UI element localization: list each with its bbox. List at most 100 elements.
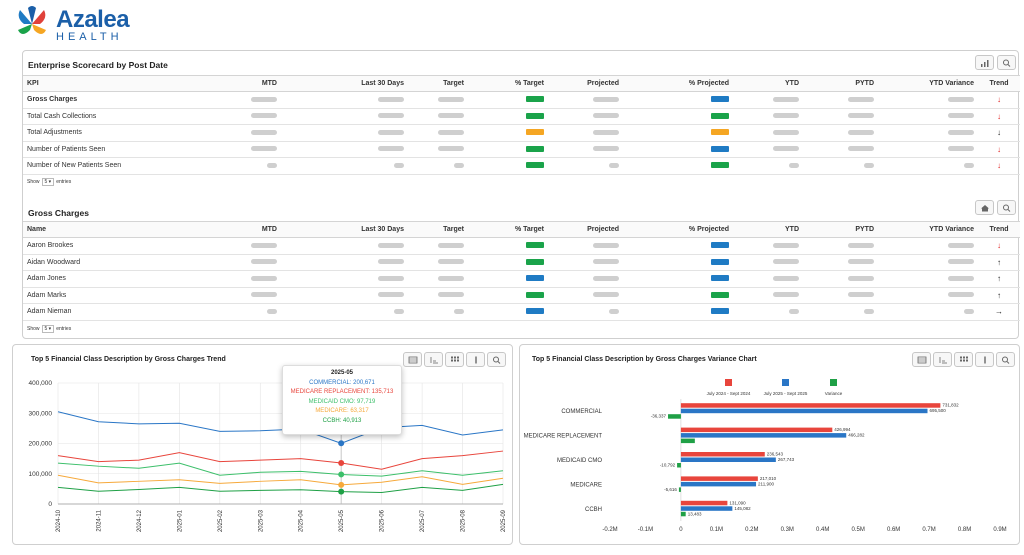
grid-view-button[interactable] bbox=[954, 352, 973, 367]
col-pytd[interactable]: PYTD bbox=[803, 221, 878, 238]
series-line[interactable] bbox=[57, 411, 504, 444]
azalea-health-logo[interactable]: Azalea HEALTH bbox=[12, 4, 132, 44]
masked-value bbox=[438, 242, 464, 248]
table-view-button[interactable] bbox=[912, 352, 931, 367]
masked-value bbox=[773, 113, 799, 119]
col-trend[interactable]: Trend bbox=[978, 221, 1020, 238]
col-mtd[interactable]: MTD bbox=[143, 75, 283, 92]
col-pct-projected[interactable]: % Projected bbox=[623, 75, 733, 92]
hover-point[interactable] bbox=[338, 459, 345, 466]
col-projected[interactable]: Projected bbox=[548, 221, 623, 238]
y-tick-label: 0 bbox=[48, 501, 52, 508]
table-row[interactable]: Adam Marks ↑ bbox=[23, 287, 1020, 304]
bar[interactable] bbox=[668, 414, 681, 419]
page-length-select[interactable]: 5 ▾ bbox=[41, 325, 55, 333]
table-row[interactable]: Gross Charges ↓ bbox=[23, 91, 1020, 109]
legend-label: July 2024 - Sept 2024 bbox=[707, 391, 751, 396]
masked-value bbox=[848, 275, 874, 281]
table-row[interactable]: Adam Jones ↑ bbox=[23, 270, 1020, 288]
x-tick-label: 2025-07 bbox=[420, 509, 426, 532]
bar-value-label: -5,616 bbox=[664, 487, 677, 492]
bar[interactable] bbox=[680, 452, 765, 457]
col-pct-target[interactable]: % Target bbox=[468, 75, 548, 92]
series-line[interactable] bbox=[57, 462, 504, 477]
hover-point[interactable] bbox=[338, 471, 345, 478]
x-tick-label: 0.2M bbox=[745, 527, 758, 533]
series-line[interactable] bbox=[57, 474, 504, 486]
variance-chart-panel: Top 5 Financial Class Description by Gro… bbox=[519, 344, 1020, 545]
col-trend[interactable]: Trend bbox=[978, 75, 1020, 92]
bar-value-label: 695,500 bbox=[929, 408, 946, 413]
chart-view-button[interactable] bbox=[975, 55, 994, 70]
x-tick-label: 2025-02 bbox=[218, 509, 224, 532]
x-tick-label: 0.5M bbox=[852, 527, 865, 533]
series-line[interactable] bbox=[57, 483, 504, 494]
col-ytd-variance[interactable]: YTD Variance bbox=[878, 221, 978, 238]
col-mtd[interactable]: MTD bbox=[143, 221, 283, 238]
col-ytd[interactable]: YTD bbox=[733, 221, 803, 238]
info-button[interactable] bbox=[975, 352, 994, 367]
bar[interactable] bbox=[680, 511, 686, 517]
trend-search-button[interactable] bbox=[487, 352, 506, 367]
table-row[interactable]: Adam Nieman → bbox=[23, 303, 1020, 321]
col-pct-target[interactable]: % Target bbox=[468, 221, 548, 238]
col-ytd-variance[interactable]: YTD Variance bbox=[878, 75, 978, 92]
bar[interactable] bbox=[680, 408, 928, 414]
masked-value bbox=[609, 162, 619, 168]
sort-button[interactable] bbox=[933, 352, 952, 367]
hover-point[interactable] bbox=[338, 481, 345, 488]
logo-sub: HEALTH bbox=[56, 31, 123, 43]
masked-value bbox=[593, 129, 619, 135]
bar[interactable] bbox=[680, 481, 757, 487]
col-pytd[interactable]: PYTD bbox=[803, 75, 878, 92]
grid-view-button[interactable] bbox=[445, 352, 464, 367]
col-ytd[interactable]: YTD bbox=[733, 75, 803, 92]
series-line[interactable] bbox=[57, 450, 504, 470]
masked-value bbox=[454, 162, 464, 168]
grid-icon bbox=[960, 356, 968, 362]
masked-value bbox=[593, 146, 619, 152]
col-target[interactable]: Target bbox=[408, 75, 468, 92]
hover-point[interactable] bbox=[338, 488, 345, 495]
hover-point[interactable] bbox=[338, 440, 345, 447]
masked-value bbox=[438, 146, 464, 152]
col-pct-projected[interactable]: % Projected bbox=[623, 221, 733, 238]
variance-search-button[interactable] bbox=[996, 352, 1015, 367]
bar[interactable] bbox=[680, 433, 847, 438]
y-tick-label: 100,000 bbox=[29, 471, 53, 478]
sort-button[interactable] bbox=[424, 352, 443, 367]
home-button[interactable] bbox=[975, 200, 994, 215]
bar[interactable] bbox=[680, 506, 733, 511]
col-name[interactable]: Name bbox=[23, 221, 143, 238]
page-length-select[interactable]: 5 ▾ bbox=[41, 178, 55, 186]
bar[interactable] bbox=[678, 487, 681, 492]
table-row[interactable]: Total Cash Collections ↓ bbox=[23, 108, 1020, 125]
table-row[interactable]: Total Adjustments ↓ bbox=[23, 124, 1020, 142]
bar[interactable] bbox=[680, 476, 758, 481]
col-last30[interactable]: Last 30 Days bbox=[283, 75, 408, 92]
x-tick-label: 2024-10 bbox=[56, 509, 62, 532]
bar-value-label: 236,543 bbox=[767, 452, 784, 457]
table-row[interactable]: Aidan Woodward ↑ bbox=[23, 254, 1020, 271]
bar[interactable] bbox=[680, 500, 728, 506]
gross-charges-search-button[interactable] bbox=[997, 200, 1016, 215]
table-view-button[interactable] bbox=[403, 352, 422, 367]
table-row[interactable]: Aaron Brookes ↓ bbox=[23, 237, 1020, 255]
bar[interactable] bbox=[680, 403, 941, 408]
bar[interactable] bbox=[677, 463, 681, 468]
masked-value bbox=[454, 308, 464, 314]
col-projected[interactable]: Projected bbox=[548, 75, 623, 92]
table-row[interactable]: Number of Patients Seen ↓ bbox=[23, 141, 1020, 158]
info-button[interactable] bbox=[466, 352, 485, 367]
col-target[interactable]: Target bbox=[408, 221, 468, 238]
col-last30[interactable]: Last 30 Days bbox=[283, 221, 408, 238]
home-icon bbox=[981, 205, 989, 212]
col-kpi[interactable]: KPI bbox=[23, 75, 143, 92]
bar[interactable] bbox=[680, 438, 695, 444]
bar[interactable] bbox=[680, 427, 833, 433]
masked-value bbox=[848, 129, 874, 135]
scorecard-search-button[interactable] bbox=[997, 55, 1016, 70]
bar-value-label: 731,832 bbox=[942, 403, 959, 408]
table-row[interactable]: Number of New Patients Seen ↓ bbox=[23, 157, 1020, 175]
bar[interactable] bbox=[680, 457, 776, 463]
